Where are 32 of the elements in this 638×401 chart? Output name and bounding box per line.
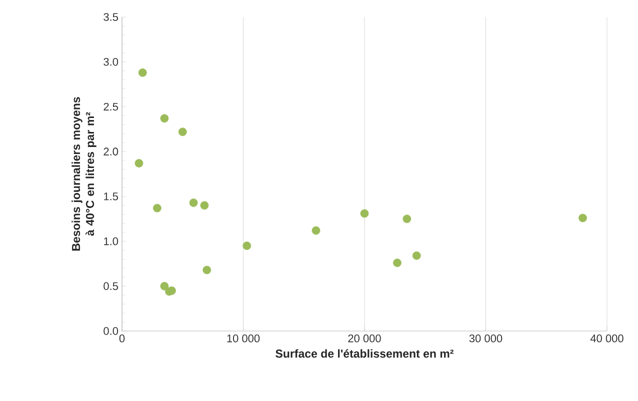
point	[134, 159, 144, 168]
point	[138, 68, 147, 77]
x-tick-label: 0	[119, 334, 125, 342]
point	[360, 209, 369, 218]
y-axis-title: Besoins journaliers moyens à 40°C en litres par m²	[72, 97, 96, 251]
x-tick-label: 30 000	[469, 334, 502, 342]
x-tick-label: 20 000	[348, 334, 381, 342]
point	[160, 114, 169, 123]
y-tick-label: 0.5	[104, 282, 118, 290]
y-tick-label: 3.5	[104, 13, 118, 21]
y-tick-label: 2.0	[104, 148, 118, 156]
y-tick-label: 2.5	[104, 102, 118, 111]
y-tick-label: 0.0	[104, 327, 118, 335]
point	[412, 251, 421, 260]
point	[202, 266, 212, 274]
x-tick-label: 40 000	[590, 334, 624, 342]
y-tick-label: 1.5	[104, 192, 118, 200]
y-tick-label: 3.0	[104, 58, 118, 66]
point	[178, 128, 187, 136]
point	[393, 258, 402, 268]
y-tick-label: 1.0	[104, 237, 118, 246]
point	[402, 214, 412, 224]
point	[152, 204, 162, 212]
point	[200, 201, 209, 210]
point	[168, 286, 176, 295]
x-axis-title: Surface de l'établissement en m²	[276, 349, 454, 358]
point	[160, 282, 169, 290]
point	[242, 242, 252, 250]
point	[189, 198, 198, 207]
point	[312, 226, 320, 235]
point	[578, 214, 587, 222]
x-tick-label: 10 000	[227, 334, 260, 342]
